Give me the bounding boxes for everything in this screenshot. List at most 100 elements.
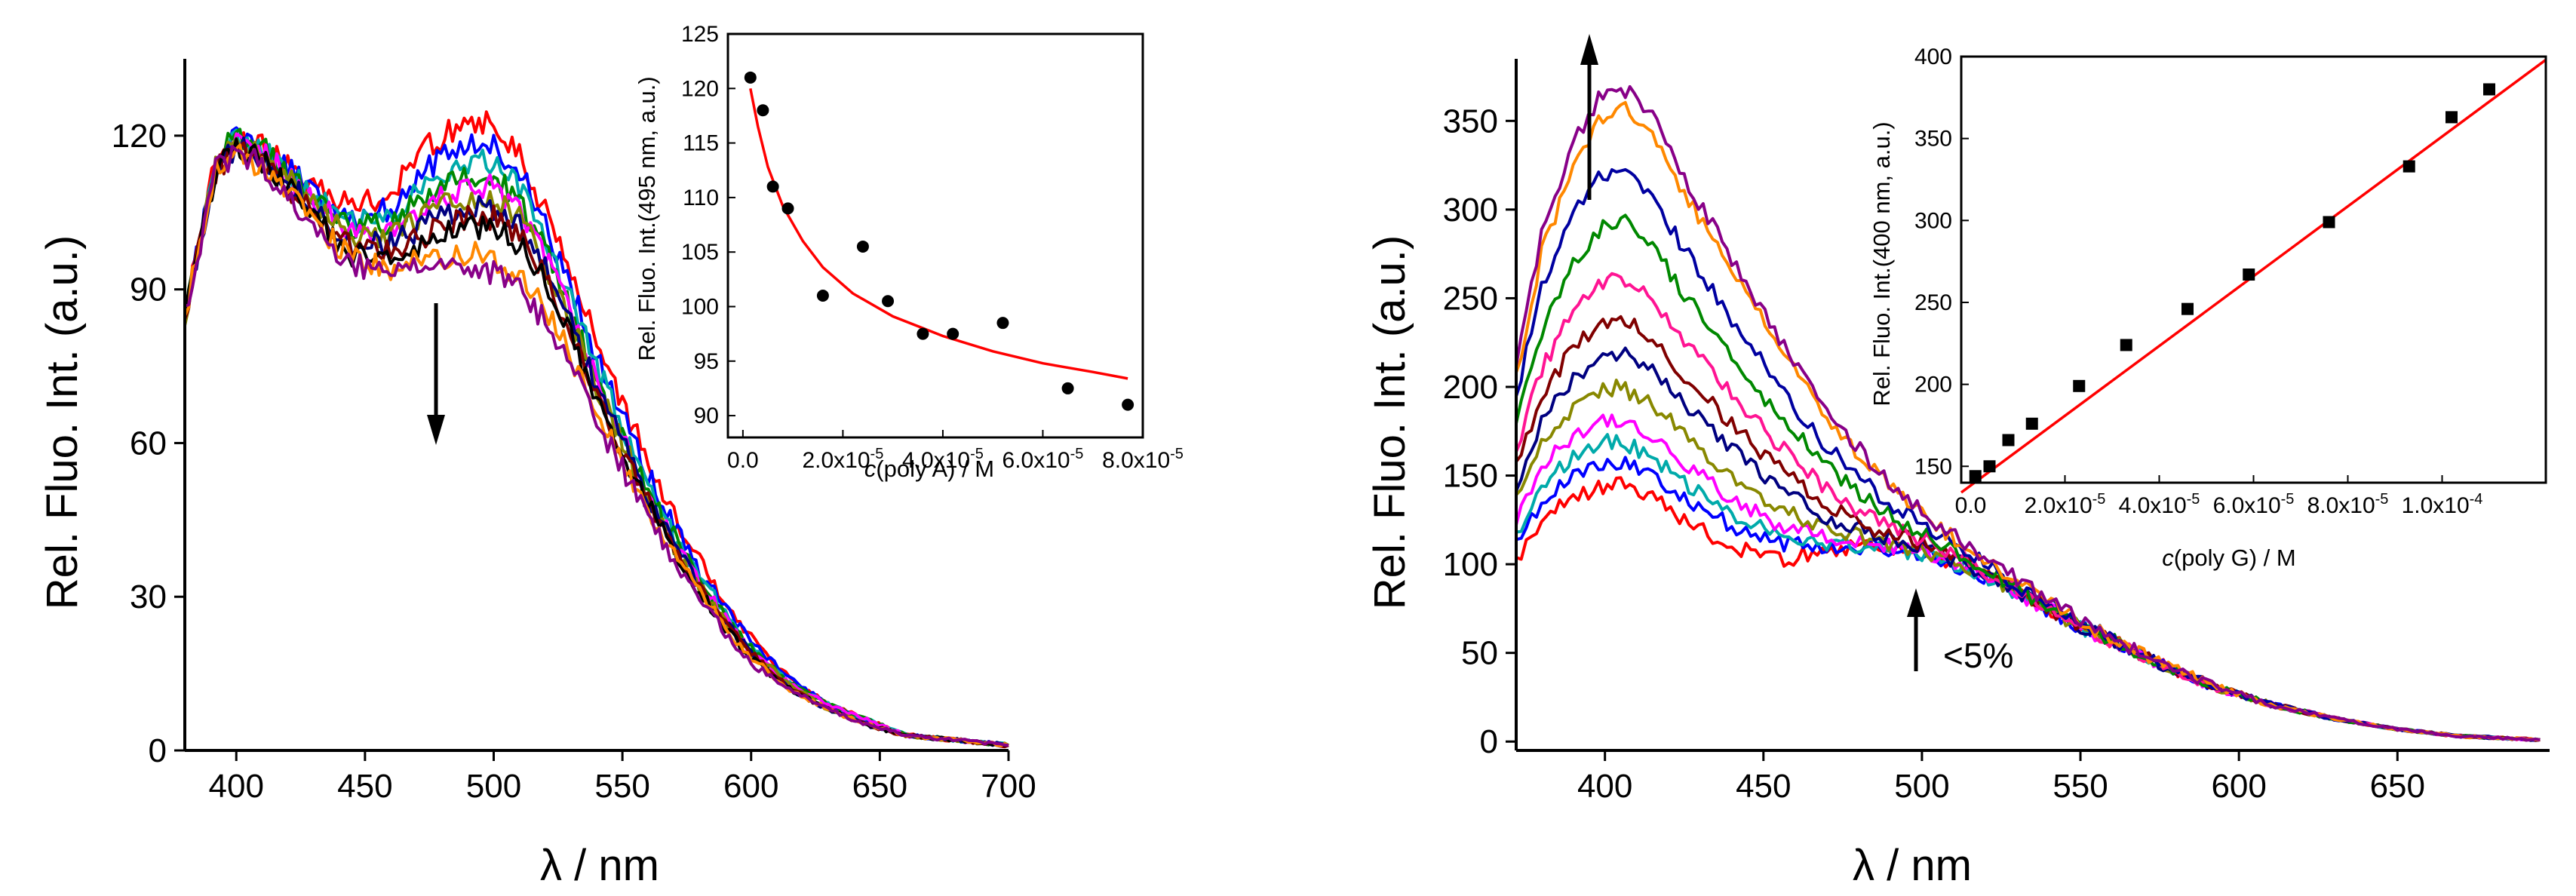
data-point [2025, 417, 2038, 430]
left-main-y-axis-title: Rel. Fluo. Int. (a.u.) [38, 235, 87, 609]
data-point [781, 202, 794, 215]
data-point [1983, 460, 1996, 473]
left-inset-tick-labels: 90 95 100 105 110 115 120 125 0.0 2.0x10-5 4.0x10-… [681, 22, 1184, 473]
right-inset-plot: 150 200 250 300 350 400 0.0 2.0x10-5 4.0x10-5 6.0… [1868, 44, 2547, 571]
inset-x-tick-label: 6.0x10-5 [2213, 491, 2295, 518]
spectrum-curve [184, 145, 1009, 747]
left-main-axes [183, 59, 1009, 752]
right-main-y-axis-title: Rel. Fluo. Int. (a.u.) [1365, 235, 1414, 609]
y-tick-label: 250 [1443, 280, 1498, 317]
inset-y-tick-label: 400 [1914, 44, 1952, 69]
x-tick-label: 500 [466, 768, 521, 805]
right-up-arrow-isosbestic [1907, 588, 1925, 671]
inset-x-tick-label: 4.0x10-5 [902, 446, 984, 473]
data-point [916, 327, 929, 340]
inset-y-tick-label: 150 [1914, 454, 1952, 479]
data-point [2120, 339, 2132, 351]
data-point [1969, 470, 1982, 483]
y-tick-label: 120 [112, 118, 167, 155]
data-point [996, 317, 1009, 330]
right-main-axes [1515, 59, 2550, 752]
inset-y-tick-label: 110 [683, 186, 719, 210]
inset-x-tick-label: 0.0 [727, 448, 759, 473]
x-tick-label: 650 [852, 768, 907, 805]
y-tick-label: 60 [130, 425, 167, 462]
inset-x-tick-label: 8.0x10-5 [1102, 446, 1184, 473]
inset-x-tick-label: 1.0x10-4 [2402, 491, 2483, 518]
inset-y-tick-label: 95 [694, 349, 719, 374]
left-main-curves [183, 110, 1009, 749]
right-inset-background [1954, 53, 2542, 484]
inset-x-tick-label: 2.0x10-5 [2025, 491, 2106, 518]
y-tick-label: 0 [1480, 723, 1498, 760]
data-point [2002, 434, 2015, 446]
data-point [2181, 302, 2194, 315]
inset-x-tick-label: 6.0x10-5 [1002, 446, 1084, 473]
y-tick-label: 100 [1443, 546, 1498, 583]
right-inset-points [1969, 83, 2495, 483]
left-inset-axes [726, 32, 1144, 439]
inset-frame [726, 32, 1144, 439]
x-tick-label: 450 [1736, 768, 1791, 805]
left-inset-plot: 90 95 100 105 110 115 120 125 0.0 2.0x10-5 4.0x10-… [634, 22, 1184, 482]
inset-y-tick-label: 200 [1914, 373, 1952, 397]
fit-curve [749, 87, 1128, 380]
data-point [757, 104, 769, 117]
inset-y-tick-label: 105 [681, 240, 719, 265]
x-tick-label: 650 [2370, 768, 2425, 805]
right-inset-x-axis-title: c(poly G) / M [2162, 545, 2295, 571]
inset-y-tick-label: 350 [1914, 127, 1952, 152]
inset-x-tick-label: 4.0x10-5 [2119, 491, 2200, 518]
isosbestic-annotation: <5% [1943, 636, 2013, 675]
inset-y-tick-label: 125 [681, 22, 719, 47]
inset-y-tick-label: 120 [681, 76, 719, 101]
y-tick-label: 350 [1443, 103, 1498, 140]
inset-x-tick-label: 2.0x10-5 [802, 446, 883, 473]
x-tick-label: 450 [337, 768, 392, 805]
left-main-plot: 400 450 500 550 600 650 700 0 30 60 90 120 Rel. Flu… [38, 59, 1036, 890]
x-tick-label: 400 [209, 768, 264, 805]
x-tick-label: 600 [2211, 768, 2266, 805]
y-tick-label: 50 [1461, 635, 1498, 672]
right-main-curves [1515, 84, 2541, 742]
right-main-plot: 400 450 500 550 600 650050100150200250300350 … [1365, 34, 2550, 890]
data-point [2243, 268, 2255, 281]
left-inset-x-axis-title: c(poly A) / M [864, 456, 994, 482]
data-point [947, 327, 959, 340]
data-point [882, 295, 895, 308]
y-tick-label: 90 [130, 272, 167, 308]
data-point [1122, 398, 1134, 411]
inset-y-tick-label: 100 [681, 294, 719, 319]
data-point [2483, 83, 2495, 96]
data-point [744, 71, 757, 84]
inset-y-tick-label: 250 [1914, 290, 1952, 315]
inset-y-tick-label: 300 [1914, 208, 1952, 233]
x-tick-label: 400 [1577, 768, 1632, 805]
inset-y-tick-label: 115 [683, 131, 719, 156]
left-trend-arrow [427, 303, 445, 445]
data-point [2323, 216, 2335, 229]
data-point [2446, 111, 2458, 124]
right-main-tick-labels: 400 450 500 550 600 650 0 50 100 150 200 250 300 350 [1443, 103, 2425, 805]
left-inset-points [744, 71, 1134, 411]
x-tick-label: 550 [594, 768, 649, 805]
right-up-arrow-top [1580, 34, 1598, 200]
x-tick-label: 550 [2053, 768, 2108, 805]
inset-x-tick-label: 8.0x10-5 [2307, 491, 2389, 518]
data-point [2403, 160, 2415, 173]
left-main-x-axis-title: λ / nm [540, 841, 659, 890]
left-main-tick-labels: 400 450 500 550 600 650 700 0 30 60 90 120 [112, 118, 1036, 805]
left-inset-background [723, 29, 1141, 406]
y-tick-label: 200 [1443, 369, 1498, 406]
x-tick-label: 600 [723, 768, 778, 805]
right-inset-y-axis-title: Rel. Fluo. Int.(400 nm, a.u.) [1868, 121, 1895, 406]
inset-x-tick-label: 0.0 [1955, 493, 1987, 518]
data-point [816, 290, 829, 302]
spectrum-curve [1515, 84, 2541, 742]
y-tick-label: 0 [149, 732, 167, 769]
right-inset-tick-labels: 150 200 250 300 350 400 0.0 2.0x10-5 4.0x10-5 6.0… [1914, 44, 2483, 518]
left-inset-y-axis-title: Rel. Fluo. Int.(495 nm, a.u.) [634, 76, 660, 361]
x-tick-label: 500 [1894, 768, 1949, 805]
data-point [1061, 382, 1074, 394]
